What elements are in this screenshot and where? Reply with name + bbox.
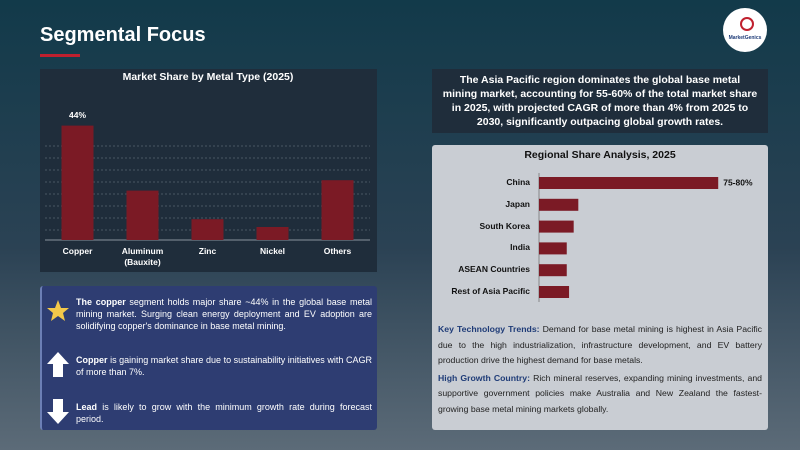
bar [61,125,94,240]
region-panel [432,145,768,430]
star-icon [47,300,69,321]
highlight-box: The Asia Pacific region dominates the gl… [432,69,768,133]
down-arrow-icon [47,399,69,424]
data-label: 44% [69,110,86,120]
y-tick-label: India [510,242,530,253]
up-arrow-icon [47,352,69,377]
insight-bold: Copper [76,355,108,365]
x-tick-label: Nickel [259,246,286,256]
bar [321,180,354,240]
note-label: Key Technology Trends: [438,324,540,334]
bar [539,264,567,277]
chart-title: Market Share by Metal Type (2025) [123,71,294,83]
note-text: Rich mineral reserves, expanding mining … [438,372,762,414]
note: High Growth Country: Rich mineral reserv… [438,371,762,418]
insight: Copper is gaining market share due to su… [76,354,372,378]
data-label: 75-80% [723,177,753,187]
chart-title: Regional Share Analysis, 2025 [524,149,676,161]
bar [539,220,574,233]
bar [539,177,719,189]
x-tick-label: Zinc [198,246,217,256]
logo-icon [740,17,754,31]
bar [539,198,579,211]
highlight-text: The Asia Pacific region dominates the gl… [442,74,758,128]
bar [539,286,570,298]
insight-panel [40,286,377,430]
insight: The copper segment holds major share ~44… [76,296,372,332]
insight: Lead is likely to grow with the minimum … [76,401,372,425]
bar [126,190,159,240]
insight-bold: Lead [76,402,98,412]
bar [191,219,224,240]
y-tick-label: Japan [505,198,530,209]
chart-grid [45,145,370,231]
slide-title: Segmental Focus [40,24,206,46]
bar [539,242,567,255]
note: Key Technology Trends: Demand for base m… [438,322,762,369]
logo-text: MarketGenics [728,35,762,41]
y-tick-label: China [506,177,530,187]
y-tick-label: Rest of Asia Pacific [451,286,530,296]
y-tick-label: South Korea [479,220,530,231]
x-tick-label: Copper [62,246,93,256]
x-tick-label: Aluminum (Bauxite) [121,246,164,267]
x-tick-label: Others [323,246,352,256]
note-text: Demand for base metal mining is highest … [438,324,762,365]
insight-text: segment holds major share ~44% in the gl… [76,297,372,331]
note-label: High Growth Country: [438,372,531,383]
y-tick-label: ASEAN Countries [458,264,530,275]
insight-text: is gaining market share due to sustainab… [76,355,372,377]
logo: MarketGenics [723,8,767,52]
insight-text: is likely to grow with the minimum growt… [76,402,372,424]
insight-bold: The copper [76,297,126,307]
bar [256,227,289,240]
title-underline [40,54,80,57]
notes: Key Technology Trends: Demand for base m… [438,322,762,419]
